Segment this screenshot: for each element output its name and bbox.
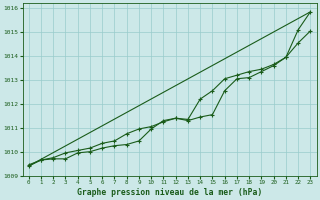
X-axis label: Graphe pression niveau de la mer (hPa): Graphe pression niveau de la mer (hPa) (77, 188, 262, 197)
